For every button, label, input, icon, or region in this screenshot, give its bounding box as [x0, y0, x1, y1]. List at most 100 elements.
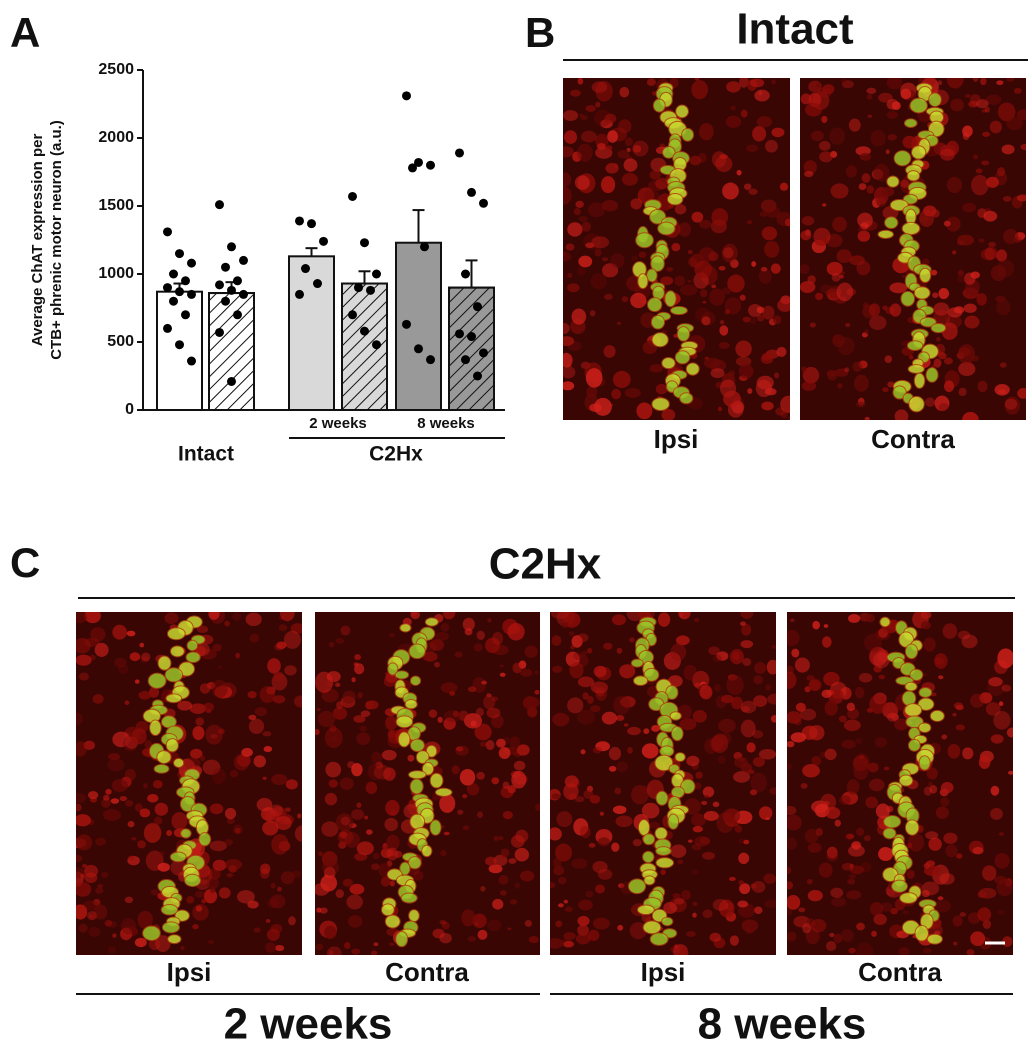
tissue — [103, 794, 110, 801]
tissue — [718, 265, 726, 271]
tissue — [137, 840, 146, 849]
tissue — [319, 907, 328, 914]
tissue — [885, 149, 890, 155]
tissue — [742, 316, 751, 323]
tissue — [698, 123, 714, 141]
tissue — [577, 78, 584, 85]
tissue — [356, 841, 374, 856]
tissue — [567, 222, 583, 237]
tissue — [771, 644, 776, 649]
tissue — [512, 662, 523, 674]
motor-neuron — [904, 703, 923, 718]
tissue — [186, 895, 195, 904]
data-point — [175, 287, 184, 297]
tissue — [76, 654, 92, 666]
tissue — [934, 930, 941, 935]
tissue — [691, 843, 702, 851]
tissue — [740, 705, 750, 713]
tissue — [701, 316, 711, 326]
tissue — [856, 942, 874, 955]
tissue — [681, 890, 691, 900]
tissue — [76, 612, 88, 624]
tissue — [841, 739, 857, 749]
tissue — [887, 381, 895, 388]
tissue — [604, 113, 617, 124]
tissue — [601, 711, 617, 725]
tissue — [166, 830, 173, 836]
tissue — [829, 932, 835, 938]
motor-neuron — [654, 826, 668, 840]
tissue — [226, 817, 235, 825]
motor-neuron — [670, 305, 688, 316]
tissue — [756, 306, 765, 314]
tissue — [383, 767, 396, 781]
tissue — [807, 275, 816, 285]
data-point — [239, 255, 248, 265]
tissue — [336, 701, 343, 709]
tissue — [858, 226, 867, 233]
tissue — [874, 737, 888, 748]
motor-neuron — [156, 750, 172, 765]
tissue — [283, 630, 301, 649]
tissue — [498, 746, 511, 760]
data-point — [348, 310, 357, 320]
tissue — [224, 859, 243, 870]
tissue — [382, 844, 389, 851]
tissue — [477, 811, 484, 818]
tissue — [761, 401, 774, 411]
tissue — [831, 272, 841, 282]
tissue — [212, 644, 222, 652]
tissue — [326, 875, 337, 883]
motor-neuron — [647, 297, 663, 313]
tissue — [335, 638, 345, 644]
tissue — [550, 827, 562, 841]
tissue — [940, 148, 955, 161]
tissue — [601, 257, 609, 262]
motor-neuron — [404, 699, 418, 710]
motor-neuron — [655, 857, 675, 869]
tissue — [291, 870, 302, 879]
tissue — [555, 920, 563, 928]
panel-label: B — [525, 9, 555, 56]
tissue — [793, 915, 810, 928]
motor-neuron — [654, 754, 674, 772]
tissue — [486, 919, 502, 932]
tissue — [679, 718, 697, 731]
tissue — [833, 933, 843, 944]
tissue — [487, 618, 492, 623]
tissue — [143, 783, 148, 789]
tissue — [139, 642, 145, 648]
tissue — [516, 744, 530, 756]
tissue — [956, 853, 963, 859]
tissue — [217, 728, 225, 735]
tissue — [386, 834, 400, 851]
tissue — [931, 209, 940, 218]
data-point — [169, 296, 178, 306]
tissue — [801, 381, 817, 391]
micrograph-content — [76, 612, 302, 955]
motor-neuron — [166, 627, 186, 641]
tissue — [467, 686, 477, 693]
motor-neuron — [679, 392, 694, 405]
micrographs — [76, 78, 1026, 955]
tissue — [365, 781, 378, 795]
tissue — [262, 731, 272, 737]
tissue — [205, 876, 220, 890]
tissue — [232, 612, 242, 621]
tissue — [497, 836, 504, 841]
tissue — [82, 864, 88, 868]
data-point — [233, 276, 242, 286]
motor-neuron — [397, 731, 411, 748]
tissue — [184, 757, 201, 770]
tissue — [838, 715, 847, 723]
tissue — [869, 694, 887, 714]
tissue — [90, 627, 106, 642]
tissue — [297, 813, 302, 819]
tissue — [670, 643, 687, 661]
tissue — [741, 623, 752, 636]
tissue — [473, 643, 483, 652]
tissue — [937, 80, 943, 86]
tissue — [493, 854, 508, 867]
tissue — [171, 812, 188, 830]
tissue — [922, 258, 930, 266]
